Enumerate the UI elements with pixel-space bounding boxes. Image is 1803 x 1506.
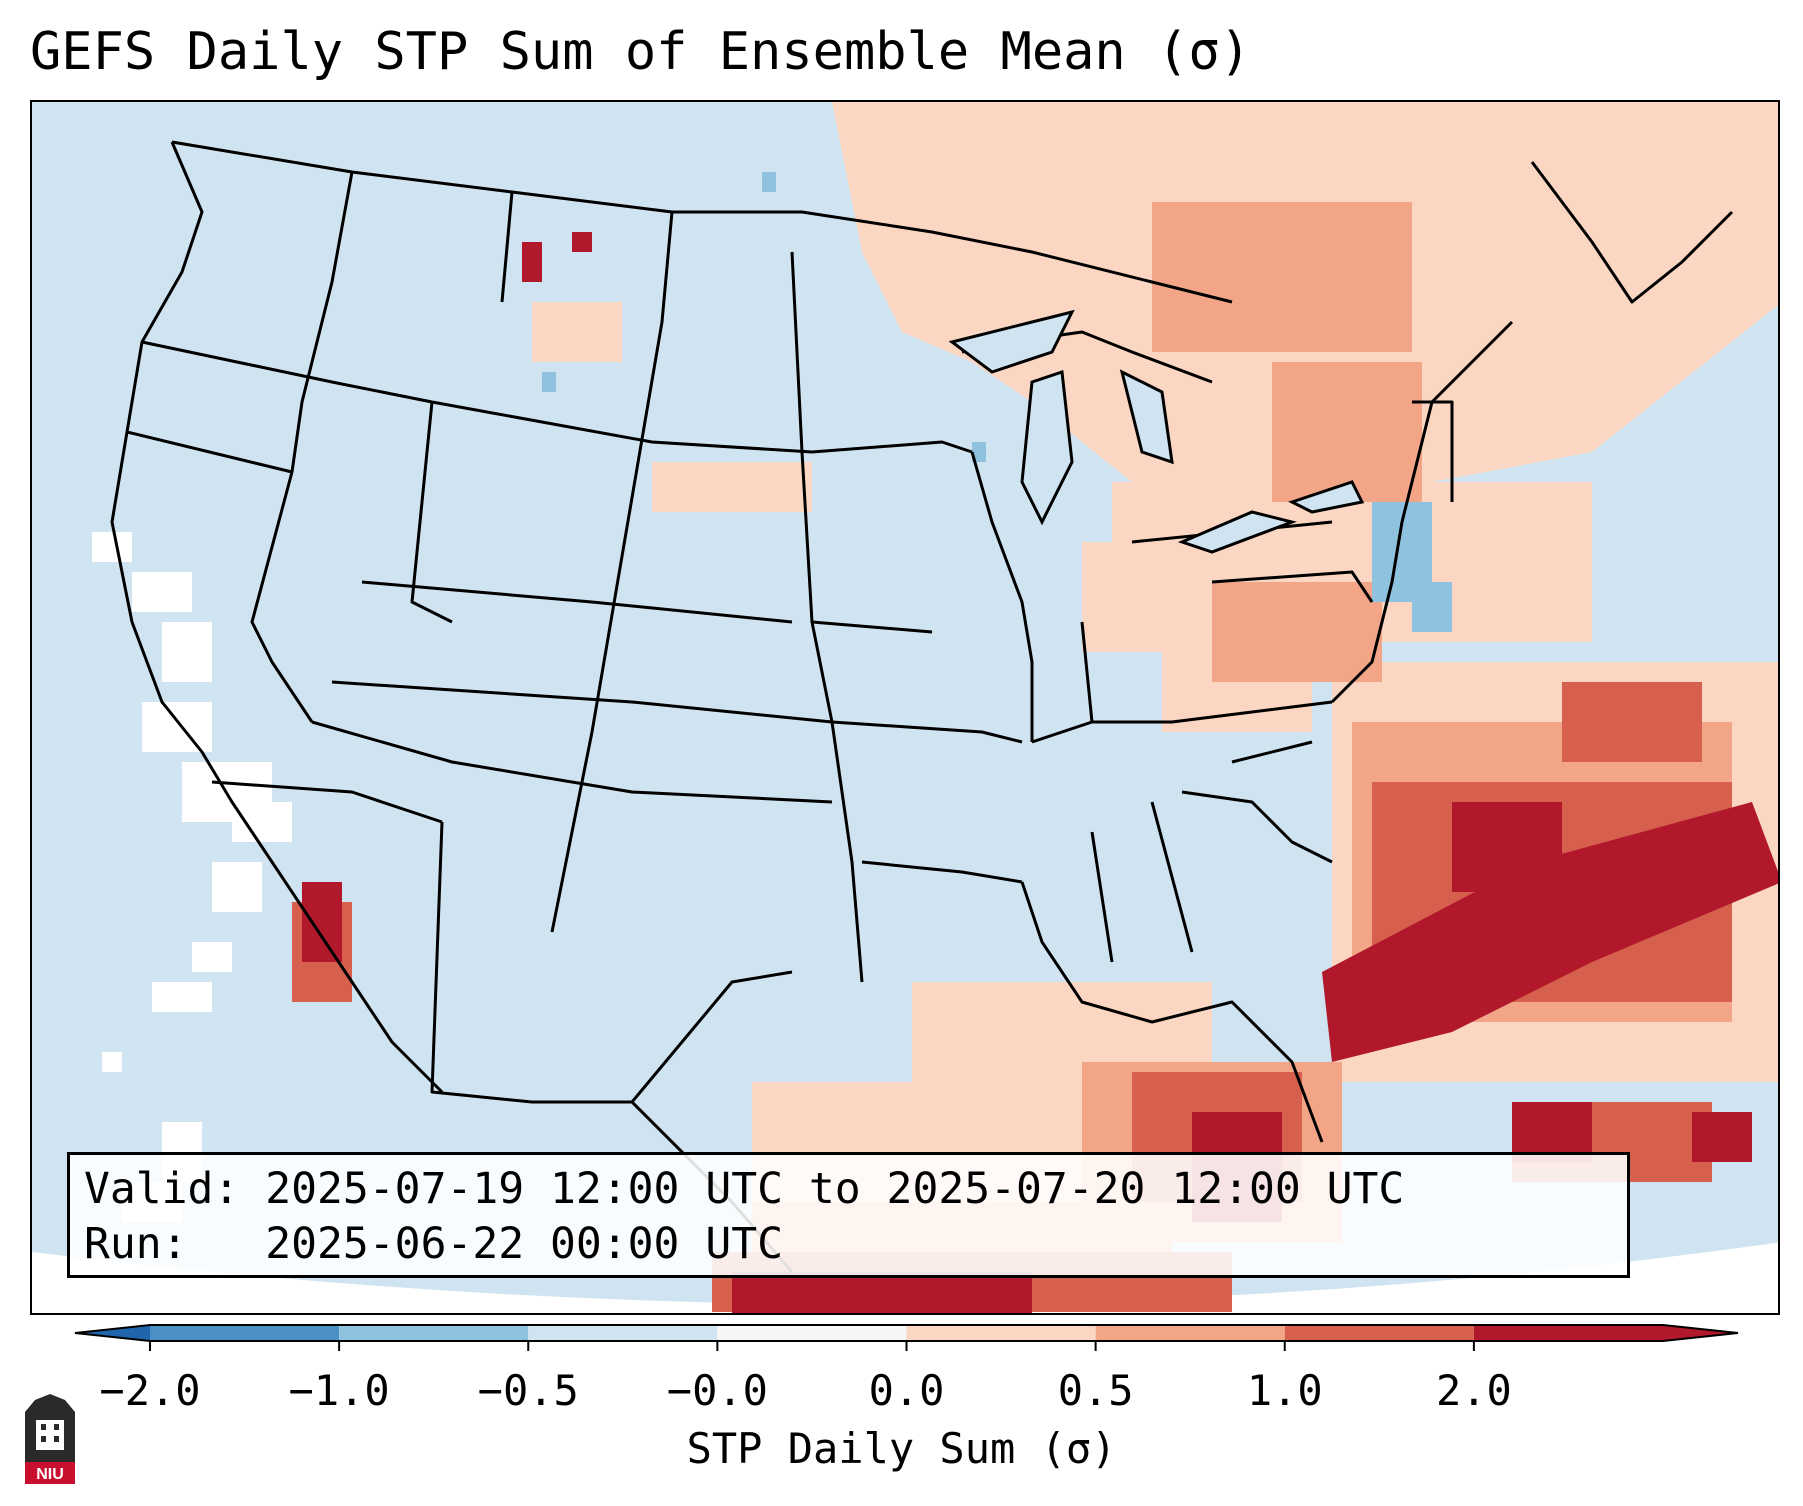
state-boundaries <box>110 140 1734 1273</box>
colorbar-extend-low <box>75 1325 150 1341</box>
pacific-near-zero-cells <box>92 532 292 1222</box>
colorbar-segment <box>150 1325 340 1341</box>
valid-label: Valid: <box>84 1164 240 1214</box>
colorbar-segment <box>528 1325 718 1341</box>
colorbar-tick-label: −0.0 <box>666 1366 768 1415</box>
chart-title: GEFS Daily STP Sum of Ensemble Mean (σ) <box>30 22 1251 82</box>
colorbar-segment <box>1095 1325 1285 1341</box>
colorbar-tick-label: 0.0 <box>868 1366 945 1415</box>
colorbar-tick-label: −0.5 <box>477 1366 579 1415</box>
great-lakes <box>948 309 1365 554</box>
logo-text: NIU <box>36 1466 64 1483</box>
run-label: Run: <box>84 1219 188 1269</box>
colorbar-tick-label: 2.0 <box>1435 1366 1512 1415</box>
map-panel <box>30 100 1780 1315</box>
valid-run-info-box: Valid: 2025-07-19 12:00 UTC to 2025-07-2… <box>67 1152 1630 1278</box>
colorbar-tick-label: −2.0 <box>99 1366 201 1415</box>
colorbar-extend-high <box>1663 1325 1738 1341</box>
colorbar-segment <box>1473 1325 1663 1341</box>
colorbar-tick-label: 0.5 <box>1057 1366 1134 1415</box>
colorbar-label: STP Daily Sum (σ) <box>686 1424 1117 1473</box>
colorbar-segment <box>339 1325 529 1341</box>
run-time: 2025-06-22 00:00 UTC <box>265 1219 783 1269</box>
colorbar-segment <box>906 1325 1096 1341</box>
colorbar-tick-label: 1.0 <box>1246 1366 1323 1415</box>
colorbar-segment <box>1284 1325 1474 1341</box>
valid-time-range: 2025-07-19 12:00 UTC to 2025-07-20 12:00… <box>265 1164 1405 1214</box>
colorbar-tick-label: −1.0 <box>288 1366 390 1415</box>
niu-logo: NIU <box>25 1394 75 1484</box>
colorbar-segment <box>717 1325 907 1341</box>
